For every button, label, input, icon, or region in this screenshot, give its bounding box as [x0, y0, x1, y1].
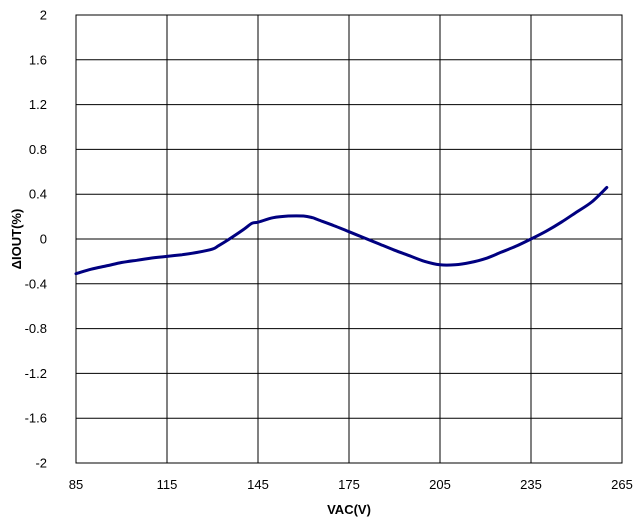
x-tick-label: 265 — [611, 477, 633, 492]
y-tick-label: -2 — [35, 456, 47, 471]
grid-lines — [75, 14, 623, 464]
y-tick-label: -0.8 — [25, 321, 47, 336]
y-tick-label: -1.2 — [25, 366, 47, 381]
y-axis-tick-labels: 2 1.6 1.2 0.8 0.4 0 -0.4 -0.8 -1.2 -1.6 -2 — [25, 8, 47, 471]
x-tick-label: 115 — [157, 477, 178, 492]
plot-area-frame — [75, 14, 623, 464]
y-tick-label: -0.4 — [25, 276, 47, 291]
x-axis-tick-labels: 85 115 145 175 205 235 265 — [69, 477, 633, 492]
series-line-0 — [74, 186, 609, 276]
y-tick-label: -1.6 — [25, 411, 47, 426]
y-axis-title: ΔIOUT(%) — [9, 209, 24, 270]
x-tick-label: 205 — [429, 477, 451, 492]
x-tick-label: 235 — [520, 477, 542, 492]
y-tick-label: 0.4 — [29, 187, 47, 202]
y-tick-label: 0.8 — [29, 142, 47, 157]
x-tick-label: 175 — [338, 477, 360, 492]
series-layer — [74, 186, 609, 276]
y-tick-label: 2 — [40, 8, 47, 23]
x-tick-label: 85 — [69, 477, 83, 492]
x-axis-title: VAC(V) — [327, 502, 371, 517]
y-tick-label: 1.6 — [29, 52, 47, 67]
y-tick-label: 0 — [40, 232, 47, 247]
x-tick-label: 145 — [247, 477, 269, 492]
y-tick-label: 1.2 — [29, 97, 47, 112]
